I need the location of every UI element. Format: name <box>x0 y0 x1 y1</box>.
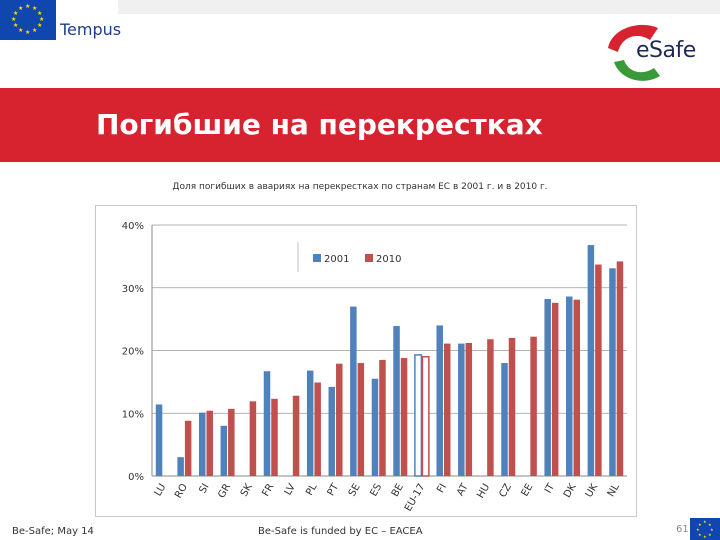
bar-2010-SI <box>206 410 213 476</box>
bar-2010-BE <box>400 358 408 476</box>
bar-2010-RO <box>184 420 192 476</box>
bar-2001-IT <box>544 299 551 476</box>
bar-2001-GR <box>220 425 228 476</box>
bar-2001-BE <box>393 326 400 476</box>
x-tick-label: SK <box>239 482 255 499</box>
bar-2010-PL <box>314 382 321 476</box>
x-tick-label: CZ <box>497 482 514 500</box>
bar-2010-FR <box>271 398 278 476</box>
bar-2001-AT <box>458 343 465 476</box>
bar-2001-PT <box>328 386 336 476</box>
page-number: 61 <box>676 524 689 535</box>
bar-2001-SI <box>198 412 206 476</box>
bar-2001-SE <box>350 306 357 476</box>
y-tick-label: 30% <box>122 284 144 295</box>
bar-2010-DK <box>573 299 581 476</box>
bar-2010-ES <box>379 359 386 476</box>
x-tick-label: AT <box>455 481 471 498</box>
x-tick-label: BE <box>390 482 406 499</box>
esafe-logo-text: eSafe <box>636 38 696 63</box>
bar-2001-ES <box>371 378 379 476</box>
x-tick-label: HU <box>475 482 492 500</box>
x-tick-label: PT <box>326 481 342 498</box>
bar-2010-SE <box>357 363 365 476</box>
esafe-logo-icon <box>608 24 660 81</box>
title-band <box>0 88 720 162</box>
bar-2001-EU-17 <box>414 354 423 477</box>
x-tick-label: IT <box>543 481 558 495</box>
legend-swatch-2010 <box>365 254 373 262</box>
footer-left: Be-Safe; May 14 <box>12 526 94 537</box>
bar-chart: 0% 10% 20% 30% 40% LU RO SI GR SK FR LV PL PT SE ES BEEU… <box>122 221 627 513</box>
bar-2010-PT <box>336 363 343 476</box>
x-tick-label: SI <box>197 482 211 496</box>
x-tick-label: GR <box>216 482 233 500</box>
bar-2010-AT <box>465 342 473 476</box>
bar-2010-HU <box>487 339 494 476</box>
bar-2010-GR <box>228 408 235 476</box>
bar-2001-DK <box>566 296 573 476</box>
bar-2001-FR <box>263 371 271 476</box>
page-title: Погибшие на перекрестках <box>96 108 543 141</box>
bar-2001-FI <box>436 325 443 476</box>
footer-eu-flag-icon: ★ ★ ★ ★ ★ ★ ★ ★ <box>690 518 720 540</box>
footer-center: Be-Safe is funded by EC – EACEA <box>258 526 423 537</box>
bar-2010-SK <box>249 401 257 476</box>
bar-2010-EE <box>530 336 537 476</box>
x-tick-label: ES <box>368 482 384 498</box>
x-tick-label: RO <box>173 482 190 500</box>
bar-2010-CZ <box>508 337 516 476</box>
eu-flag-icon: ★ ★ ★ ★ ★ ★ ★ ★ ★ ★ ★ ★ <box>0 0 56 40</box>
bar-2001-NL <box>609 268 616 476</box>
bar-2001-PL <box>306 370 314 476</box>
x-tick-label: EU-17 <box>403 482 428 513</box>
top-band <box>118 0 720 14</box>
x-tick-label: DK <box>562 482 579 500</box>
x-tick-label: LU <box>153 482 169 498</box>
y-tick-label: 40% <box>122 221 144 232</box>
x-tick-label: LV <box>283 482 298 497</box>
x-tick-label: FI <box>435 482 449 495</box>
bar-2001-CZ <box>501 363 508 476</box>
x-tick-label: FR <box>260 482 276 499</box>
x-tick-label: PL <box>304 482 320 498</box>
bar-2001-LU <box>155 404 163 476</box>
x-tick-label: NL <box>606 482 622 499</box>
tempus-logo-text: Tempus <box>60 20 122 39</box>
bar-2010-IT <box>551 302 559 476</box>
legend-swatch-2001 <box>313 254 321 262</box>
y-tick-label: 10% <box>122 409 144 420</box>
legend-label-2001: 2001 <box>324 254 349 265</box>
chart-title: Доля погибших в авариях на перекрестках … <box>172 182 548 192</box>
bar-2001-RO <box>177 457 184 476</box>
y-tick-label: 20% <box>122 347 144 358</box>
legend-label-2010: 2010 <box>376 254 401 265</box>
bar-2010-FI <box>443 343 451 476</box>
x-tick-label: SE <box>347 482 363 498</box>
y-tick-label: 0% <box>128 472 144 483</box>
x-tick-label: UK <box>584 482 601 500</box>
bar-2010-UK <box>595 264 602 476</box>
bar-2010-LV <box>292 395 300 476</box>
x-tick-label: EE <box>520 482 536 498</box>
bar-2010-NL <box>616 261 624 476</box>
bar-2001-UK <box>587 245 595 476</box>
bar-2010-EU-17 <box>421 356 430 477</box>
